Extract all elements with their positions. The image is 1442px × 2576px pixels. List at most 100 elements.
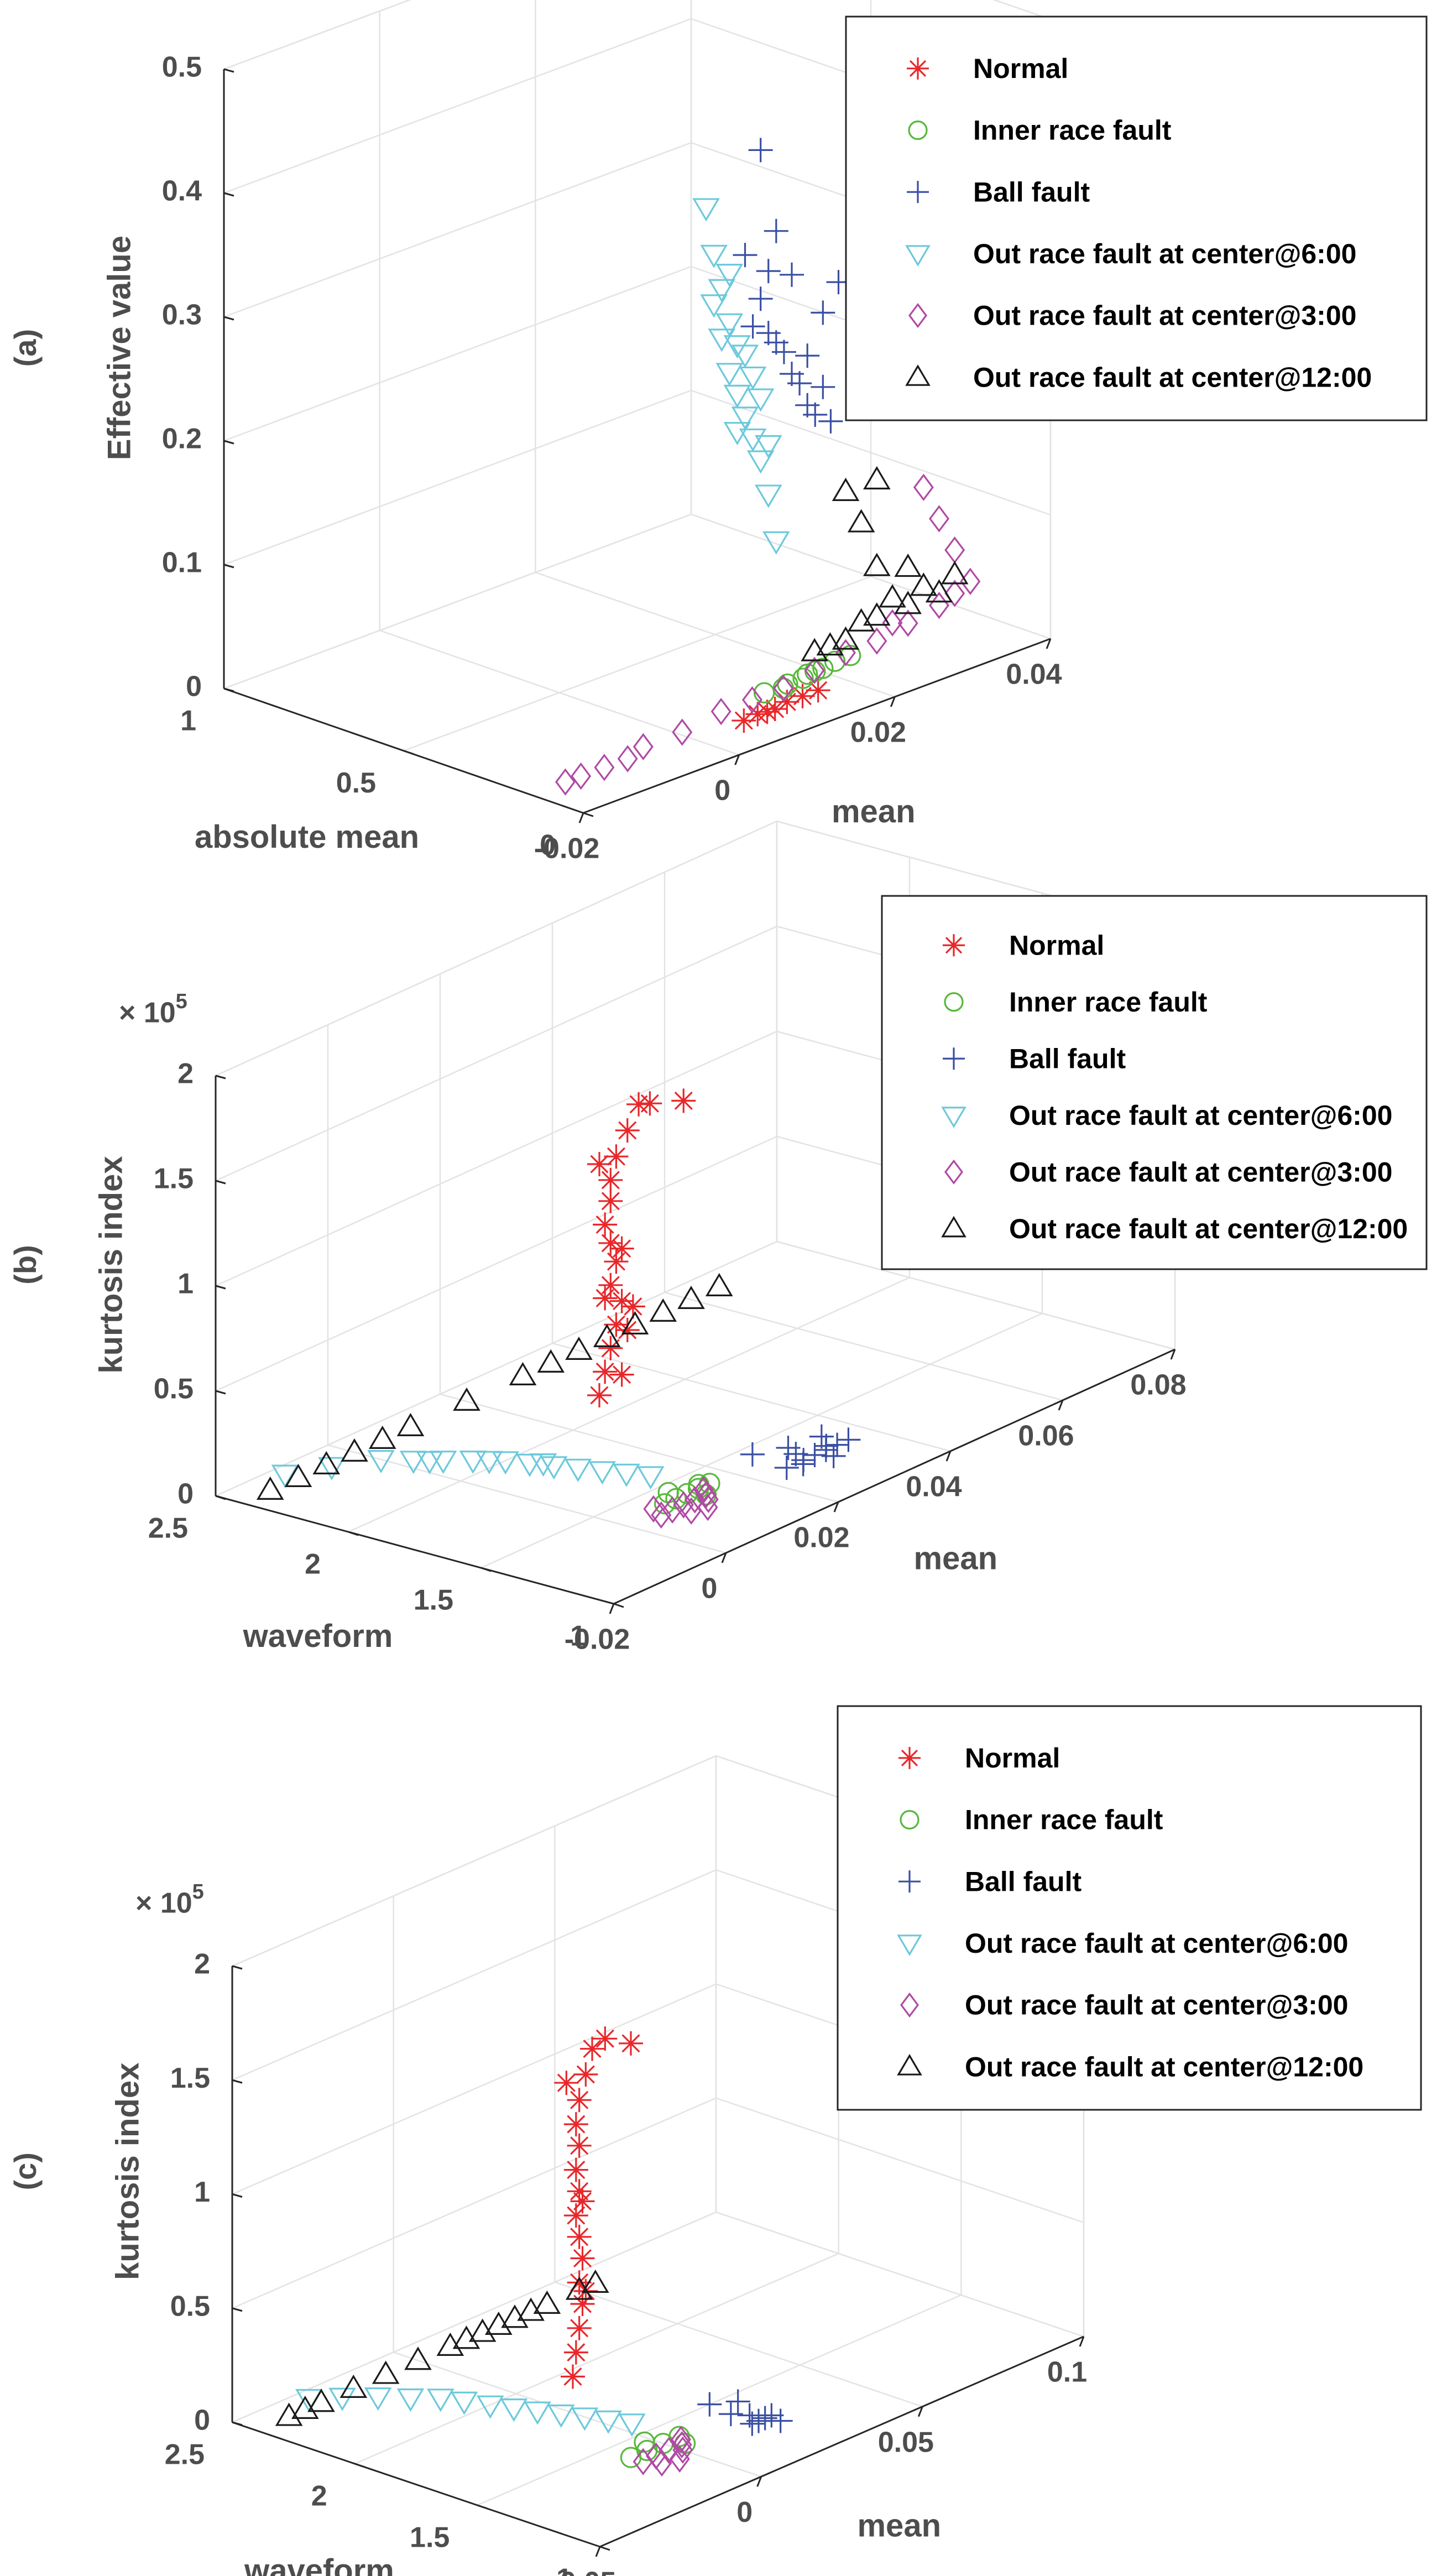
y-axis-line [232,2421,600,2548]
z-tick-mark [232,2079,243,2084]
y-tick-label: 1 [556,2563,572,2576]
data-point [626,1092,651,1117]
series-normal [554,2026,643,2389]
legend-entry: Ball fault [973,176,1090,207]
data-point [517,2297,545,2321]
series-out-race-fault-at-center-6-00 [692,198,790,555]
legend-marker [944,1159,963,1185]
legend-entry: Normal [973,53,1068,84]
data-point [832,626,860,650]
z-tick-label: 1.5 [170,2062,210,2094]
x-tick-label: 0.02 [793,1522,849,1554]
grid-line [223,0,411,70]
z-tick-label: 0.1 [162,547,202,579]
x-axis-line [613,1348,1175,1605]
data-point [604,1312,629,1337]
chart-panel-1: -0.0200.020.0400.5100.10.20.30.40.5meana… [8,0,1428,865]
data-point [723,421,751,446]
data-point [598,1336,623,1360]
legend-marker [898,1870,921,1893]
x-tick-label: 0.02 [850,717,906,749]
data-point [563,2203,588,2228]
data-point [792,668,814,689]
data-point [364,2387,392,2411]
data-point [636,1466,665,1490]
data-point [651,1501,672,1529]
z-tick-mark [232,2193,243,2198]
data-point [367,1450,395,1474]
grid-line [354,2252,839,2465]
data-point [804,656,825,685]
data-point [715,264,744,288]
legend-entry: Out race fault at center@3:00 [1009,1156,1392,1187]
z-tick-label: 0.5 [170,2290,210,2322]
y-tick-mark [354,2463,365,2468]
data-point [275,2402,303,2426]
data-point [708,279,736,303]
legend-entry: Normal [965,1743,1060,1774]
data-point [621,1311,649,1334]
data-point [476,2395,504,2419]
y-axis-label: waveform [244,2553,394,2576]
grid-line [223,513,692,690]
series-out-race-fault-at-center-6-00 [295,2387,646,2437]
grid-line [232,1983,717,2195]
data-point [609,1289,634,1313]
grid-line [215,925,777,1182]
data-point [836,1427,861,1452]
data-point [697,2392,722,2417]
data-point [669,2445,690,2473]
legend-entry: Out race fault at center@3:00 [965,1990,1348,2021]
grid-line [215,1030,777,1287]
grid-line [776,1240,1175,1350]
series-normal [732,678,830,733]
z-tick-mark [215,1390,226,1395]
data-point [746,388,775,412]
data-point [587,1383,612,1407]
data-point [700,244,728,268]
data-point [570,2189,595,2214]
z-tick-mark [215,1180,226,1185]
x-tick-label: 0.06 [1018,1420,1074,1452]
data-point [740,314,765,339]
grid-line [715,2097,1084,2223]
legend-entry: Ball fault [965,1866,1082,1897]
data-point [561,2364,585,2389]
data-point [598,1273,623,1297]
x-tick-mark [756,2476,762,2487]
data-point [746,450,775,474]
z-tick-label: 2 [194,1948,210,1980]
legend-entry: Out race fault at center@3:00 [973,300,1356,331]
data-point [436,2332,464,2356]
data-point [897,609,918,637]
data-point [754,435,782,458]
data-point [748,286,773,311]
data-point [775,690,800,715]
data-point [715,313,744,337]
data-point [485,2311,513,2335]
legend-entry: Inner race fault [965,1805,1163,1835]
grid-line [232,2097,717,2309]
legend-marker [941,1107,966,1128]
legend-entry: Inner race fault [1009,987,1208,1018]
data-point [598,1230,623,1255]
series-out-race-fault-at-center-3-00 [555,473,981,796]
data-point [588,1461,616,1485]
legend-marker [908,120,928,140]
legend-entry: Inner race fault [973,115,1172,146]
data-point [571,2407,599,2431]
x-tick-label: 0.05 [878,2426,934,2458]
data-point [806,678,830,703]
data-point [662,1496,683,1524]
data-point [615,1118,640,1143]
y-tick-mark [348,1531,359,1536]
z-tick-mark [223,440,234,445]
x-axis-line [599,2335,1084,2548]
grid-line [232,1869,717,2081]
legend-marker [897,1934,922,1956]
grid-line [480,1312,1043,1569]
data-point [818,409,843,434]
data-point [748,138,773,163]
z-tick-mark [232,1965,243,1970]
data-point [312,1451,341,1474]
